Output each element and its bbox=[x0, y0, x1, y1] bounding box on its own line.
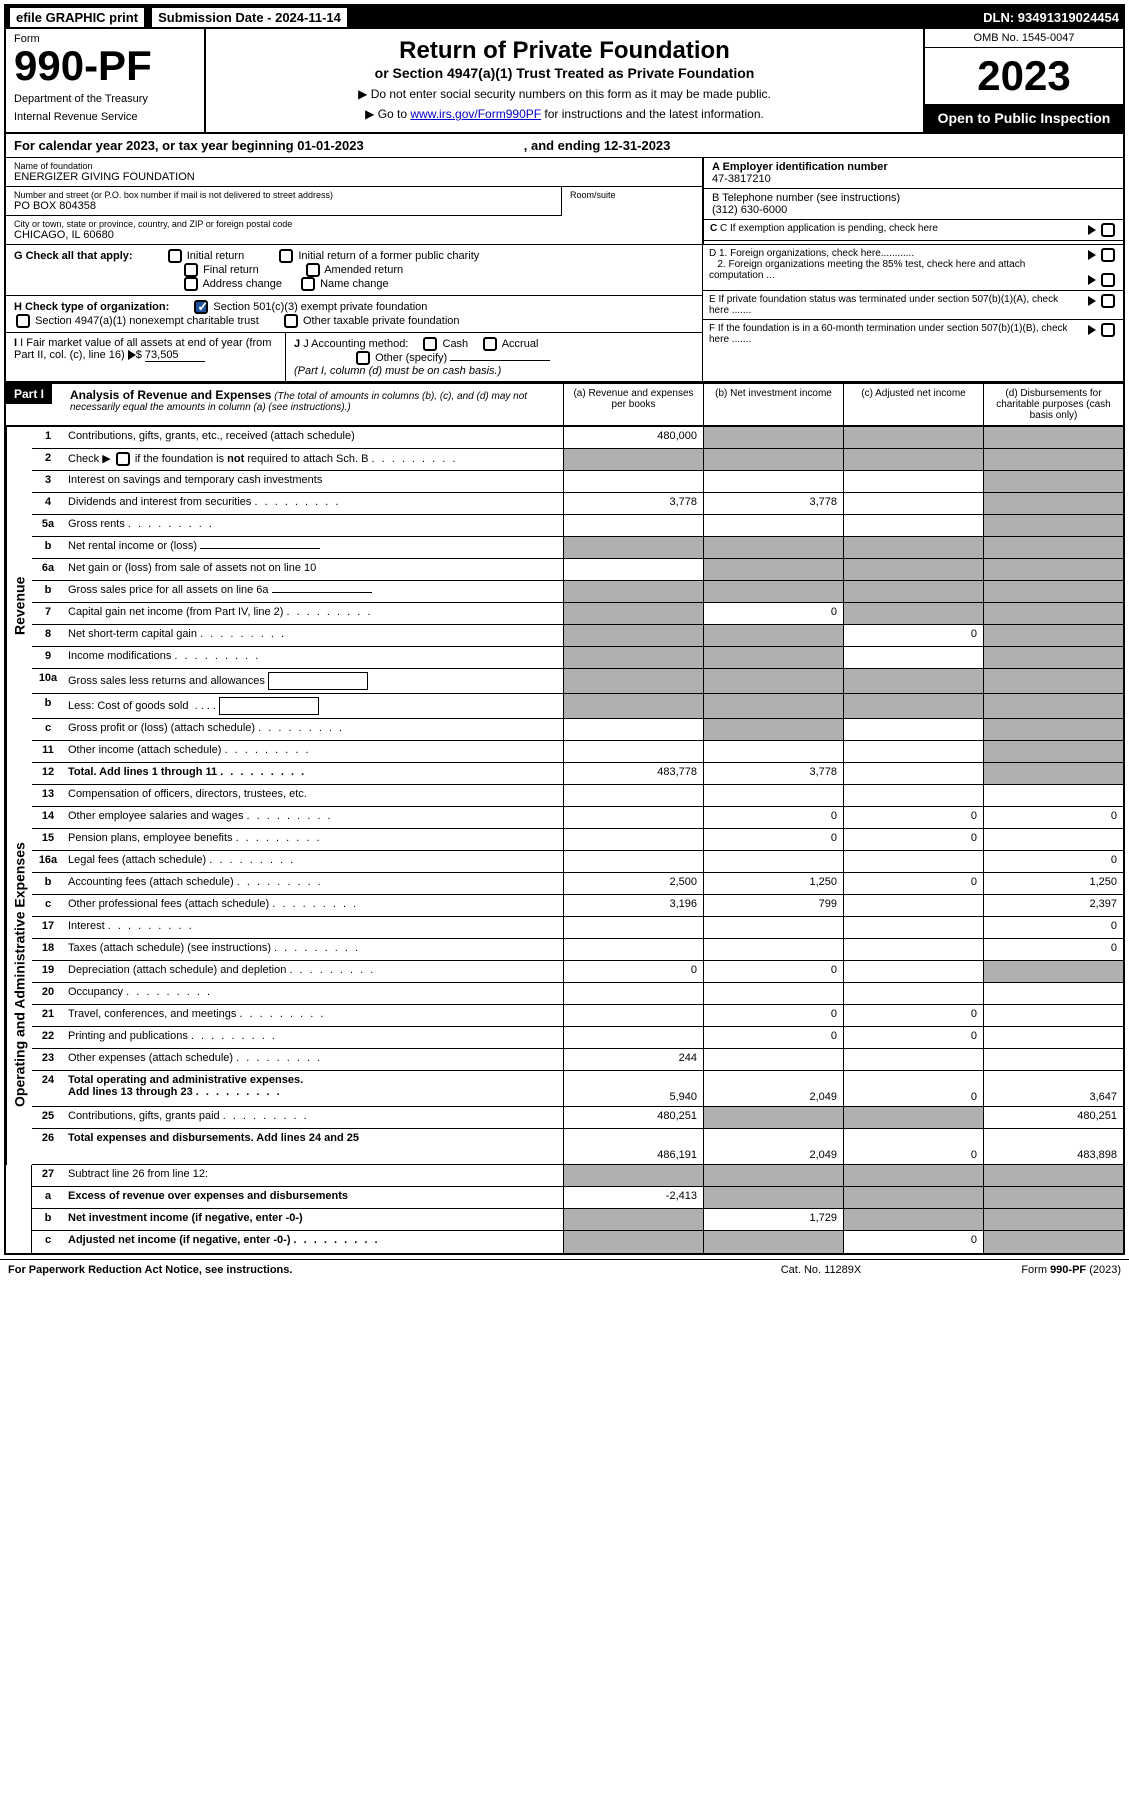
checkbox-501c3[interactable] bbox=[194, 300, 208, 314]
paperwork-notice: For Paperwork Reduction Act Notice, see … bbox=[8, 1264, 721, 1276]
revenue-table: Revenue 1Contributions, gifts, grants, e… bbox=[6, 427, 1123, 785]
checkbox-initial-former[interactable] bbox=[279, 249, 293, 263]
phone-label: B Telephone number (see instructions) bbox=[712, 192, 1115, 204]
dept-irs: Internal Revenue Service bbox=[14, 111, 196, 123]
part1-label: Part I bbox=[6, 384, 52, 404]
page-footer: For Paperwork Reduction Act Notice, see … bbox=[0, 1259, 1129, 1280]
col-d-header: (d) Disbursements for charitable purpose… bbox=[983, 384, 1123, 425]
dept-treasury: Department of the Treasury bbox=[14, 93, 196, 105]
calendar-year-row: For calendar year 2023, or tax year begi… bbox=[6, 134, 1123, 158]
checkbox-name-change[interactable] bbox=[301, 277, 315, 291]
revenue-side-label: Revenue bbox=[6, 427, 32, 785]
arrow-icon bbox=[1088, 275, 1096, 285]
arrow-icon bbox=[1088, 325, 1096, 335]
form-subtitle: or Section 4947(a)(1) Trust Treated as P… bbox=[214, 65, 915, 81]
name-label: Name of foundation bbox=[14, 161, 694, 171]
dln: DLN: 93491319024454 bbox=[983, 10, 1119, 25]
checkbox-amended[interactable] bbox=[306, 263, 320, 277]
efile-badge: efile GRAPHIC print bbox=[10, 8, 144, 27]
irs-link[interactable]: www.irs.gov/Form990PF bbox=[410, 107, 541, 121]
form-header: Form 990-PF Department of the Treasury I… bbox=[6, 29, 1123, 134]
col-a-header: (a) Revenue and expenses per books bbox=[563, 384, 703, 425]
checkbox-e[interactable] bbox=[1101, 294, 1115, 308]
address: PO BOX 804358 bbox=[14, 200, 553, 212]
col-b-header: (b) Net investment income bbox=[703, 384, 843, 425]
foundation-name: ENERGIZER GIVING FOUNDATION bbox=[14, 171, 694, 183]
submission-date: Submission Date - 2024-11-14 bbox=[152, 8, 347, 27]
checkbox-schb[interactable] bbox=[116, 452, 130, 466]
open-public-badge: Open to Public Inspection bbox=[925, 104, 1123, 132]
instr-1: ▶ Do not enter social security numbers o… bbox=[214, 87, 915, 101]
part1-header: Part I Analysis of Revenue and Expenses … bbox=[6, 382, 1123, 427]
checkbox-d2[interactable] bbox=[1101, 273, 1115, 287]
arrow-icon bbox=[128, 350, 136, 360]
section-h: H Check type of organization: Section 50… bbox=[6, 296, 702, 333]
phone: (312) 630-6000 bbox=[712, 204, 1115, 216]
section-g: G Check all that apply: Initial return I… bbox=[6, 245, 702, 296]
checkbox-other-method[interactable] bbox=[356, 351, 370, 365]
arrow-icon bbox=[1088, 250, 1096, 260]
checkbox-d1[interactable] bbox=[1101, 248, 1115, 262]
addr-label: Number and street (or P.O. box number if… bbox=[14, 190, 553, 200]
tax-year: 2023 bbox=[925, 48, 1123, 104]
expenses-table: Operating and Administrative Expenses 13… bbox=[6, 785, 1123, 1165]
cat-no: Cat. No. 11289X bbox=[721, 1264, 921, 1276]
checkbox-4947[interactable] bbox=[16, 314, 30, 328]
arrow-icon bbox=[1088, 296, 1096, 306]
checkbox-f[interactable] bbox=[1101, 323, 1115, 337]
col-c-header: (c) Adjusted net income bbox=[843, 384, 983, 425]
form-title: Return of Private Foundation bbox=[214, 37, 915, 65]
omb-number: OMB No. 1545-0047 bbox=[925, 29, 1123, 48]
city-label: City or town, state or province, country… bbox=[14, 219, 694, 229]
checkbox-c[interactable] bbox=[1101, 223, 1115, 237]
checkbox-final[interactable] bbox=[184, 263, 198, 277]
form-number: 990-PF bbox=[14, 45, 196, 87]
checkbox-addr-change[interactable] bbox=[184, 277, 198, 291]
checkbox-initial[interactable] bbox=[168, 249, 182, 263]
ein: 47-3817210 bbox=[712, 173, 1115, 185]
checkbox-accrual[interactable] bbox=[483, 337, 497, 351]
arrow-icon bbox=[1088, 225, 1096, 235]
summary-table: 27Subtract line 26 from line 12: aExcess… bbox=[6, 1165, 1123, 1253]
ein-label: A Employer identification number bbox=[712, 161, 1115, 173]
fmv-value: 73,505 bbox=[145, 349, 205, 362]
form-ref: Form 990-PF (2023) bbox=[921, 1264, 1121, 1276]
room-label: Room/suite bbox=[570, 190, 694, 200]
checkbox-cash[interactable] bbox=[423, 337, 437, 351]
top-bar: efile GRAPHIC print Submission Date - 20… bbox=[6, 6, 1123, 29]
instr-2: ▶ Go to www.irs.gov/Form990PF for instru… bbox=[214, 107, 915, 121]
checkbox-other-taxable[interactable] bbox=[284, 314, 298, 328]
expenses-side-label: Operating and Administrative Expenses bbox=[6, 785, 32, 1165]
form-container: efile GRAPHIC print Submission Date - 20… bbox=[4, 4, 1125, 1255]
city: CHICAGO, IL 60680 bbox=[14, 229, 694, 241]
foundation-info: Name of foundation ENERGIZER GIVING FOUN… bbox=[6, 158, 1123, 245]
